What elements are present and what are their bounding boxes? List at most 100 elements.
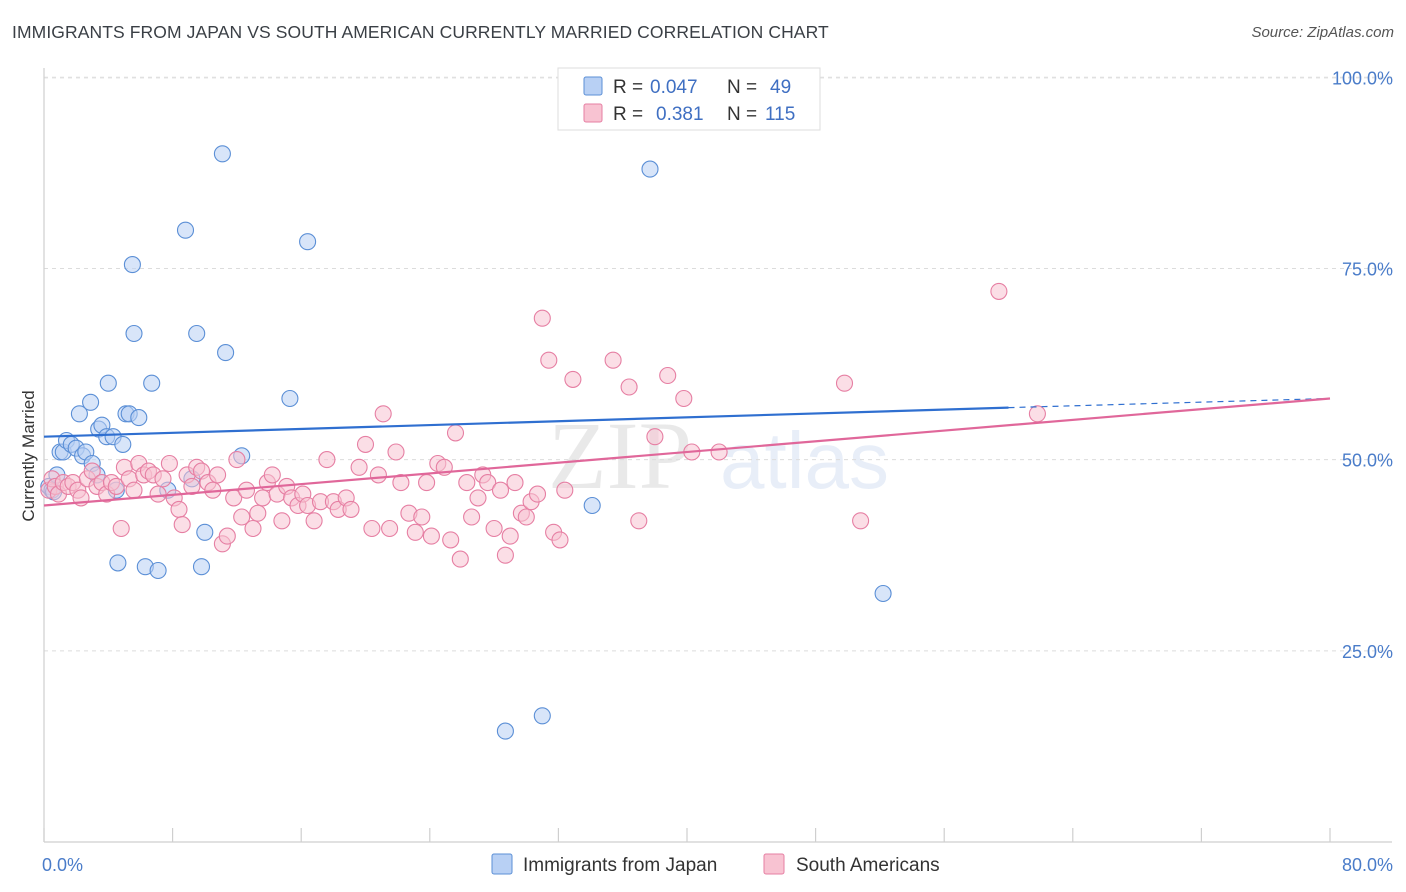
south-americans-point-31 [183, 477, 201, 495]
south-americans-point-105 [675, 389, 693, 408]
south-americans-point-69 [392, 474, 410, 492]
south-americans-point-108 [835, 374, 854, 392]
japan-point-29 [143, 374, 161, 392]
bottom-legend-label-japan: Immigrants from Japan [523, 855, 717, 876]
south-americans-point-80 [458, 474, 476, 492]
y-tick-label-100: 100.0% [1332, 68, 1393, 88]
south-americans-point-72 [413, 508, 431, 526]
legend-n-label-south-americans: N = [727, 104, 757, 125]
south-americans-point-68 [387, 443, 405, 461]
south-americans-point-99 [564, 370, 582, 388]
south-americans-point-41 [233, 508, 251, 526]
south-americans-point-62 [350, 458, 368, 476]
south-americans-point-40 [228, 451, 246, 469]
south-americans-point-78 [446, 424, 465, 442]
south-americans-point-26 [160, 454, 178, 473]
series-legend: Immigrants from Japan South Americans [491, 853, 940, 876]
south-americans-point-93 [528, 485, 547, 503]
bottom-legend-swatch-south-americans [763, 853, 785, 875]
south-americans-point-36 [209, 466, 227, 484]
legend-r-value-south-americans: 0.381 [656, 104, 704, 125]
series-south-americans [40, 282, 1046, 568]
japan-point-43 [533, 707, 551, 725]
japan-point-44 [583, 496, 601, 515]
south-americans-point-10 [83, 462, 101, 480]
japan-point-35 [192, 558, 211, 576]
south-americans-point-77 [442, 531, 460, 549]
japan-point-21 [109, 554, 127, 572]
south-americans-point-95 [540, 351, 558, 369]
south-americans-point-97 [551, 531, 569, 549]
south-americans-point-87 [496, 546, 514, 564]
japan-point-42 [496, 722, 514, 740]
series-immigrants-from-japan [40, 72, 892, 740]
south-americans-point-55 [305, 512, 323, 530]
south-americans-point-100 [604, 351, 622, 369]
south-americans-point-65 [369, 466, 387, 484]
south-americans-point-24 [149, 485, 167, 503]
y-tick-label-25: 25.0% [1342, 642, 1393, 662]
south-americans-point-110 [990, 282, 1008, 300]
japan-point-40 [281, 389, 299, 408]
south-americans-point-66 [374, 405, 392, 423]
south-americans-point-47 [263, 466, 281, 484]
japan-point-25 [123, 256, 141, 274]
south-americans-point-74 [422, 527, 440, 545]
chart-title: IMMIGRANTS FROM JAPAN VS SOUTH AMERICAN … [12, 22, 829, 42]
legend-r-label-japan: R = [613, 77, 643, 98]
x-tick-label-max: 80.0% [1342, 855, 1393, 875]
japan-point-47 [874, 584, 892, 603]
south-americans-point-67 [381, 519, 399, 538]
correlation-legend: R = 0.047 N = 49 R = 0.381 N = 115 [557, 67, 821, 131]
legend-n-label-japan: N = [727, 77, 757, 98]
japan-point-27 [130, 409, 148, 427]
south-americans-point-61 [342, 500, 360, 518]
japan-point-45 [641, 160, 659, 178]
japan-point-12 [82, 393, 100, 411]
y-tick-label-50: 50.0% [1342, 451, 1393, 471]
japan-point-18 [99, 374, 117, 392]
trend-line-south-americans [43, 397, 1331, 507]
japan-point-38 [217, 344, 235, 362]
south-americans-point-28 [170, 500, 188, 518]
south-americans-point-64 [363, 519, 381, 538]
south-americans-point-111 [1028, 405, 1046, 423]
south-americans-point-19 [125, 481, 143, 499]
south-americans-point-94 [533, 309, 551, 327]
japan-point-37 [213, 145, 231, 163]
y-tick-label-75: 75.0% [1342, 259, 1393, 279]
japan-point-32 [176, 221, 195, 239]
south-americans-point-38 [218, 527, 236, 545]
south-americans-point-109 [852, 512, 870, 530]
south-americans-point-98 [556, 481, 574, 499]
south-americans-point-71 [406, 523, 424, 541]
japan-point-36 [196, 523, 214, 541]
bottom-legend-label-south-americans: South Americans [796, 855, 940, 876]
south-americans-point-84 [479, 474, 497, 492]
south-americans-point-57 [318, 451, 336, 469]
legend-r-label-south-americans: R = [613, 104, 643, 125]
south-americans-point-25 [154, 470, 172, 488]
japan-point-41 [299, 233, 317, 251]
legend-r-value-japan: 0.047 [650, 77, 698, 98]
south-americans-point-101 [620, 378, 638, 396]
south-americans-point-79 [451, 550, 469, 568]
y-axis-label: Currently Married [19, 390, 38, 521]
legend-swatch-japan [583, 76, 603, 96]
chart-source: Source: ZipAtlas.com [1251, 24, 1394, 41]
south-americans-point-86 [491, 481, 510, 499]
trend-line-japan [43, 406, 1009, 438]
south-americans-point-91 [517, 508, 535, 526]
south-americans-point-88 [501, 527, 519, 545]
legend-n-value-south-americans: 115 [765, 104, 795, 125]
south-americans-point-63 [356, 435, 375, 453]
legend-swatch-south-americans [583, 103, 603, 123]
south-americans-point-82 [469, 489, 487, 507]
south-americans-point-15 [107, 477, 125, 495]
japan-point-34 [188, 324, 206, 343]
south-americans-point-45 [254, 489, 272, 507]
south-americans-point-104 [659, 366, 677, 385]
south-americans-point-103 [646, 428, 664, 446]
south-americans-point-85 [485, 519, 503, 538]
